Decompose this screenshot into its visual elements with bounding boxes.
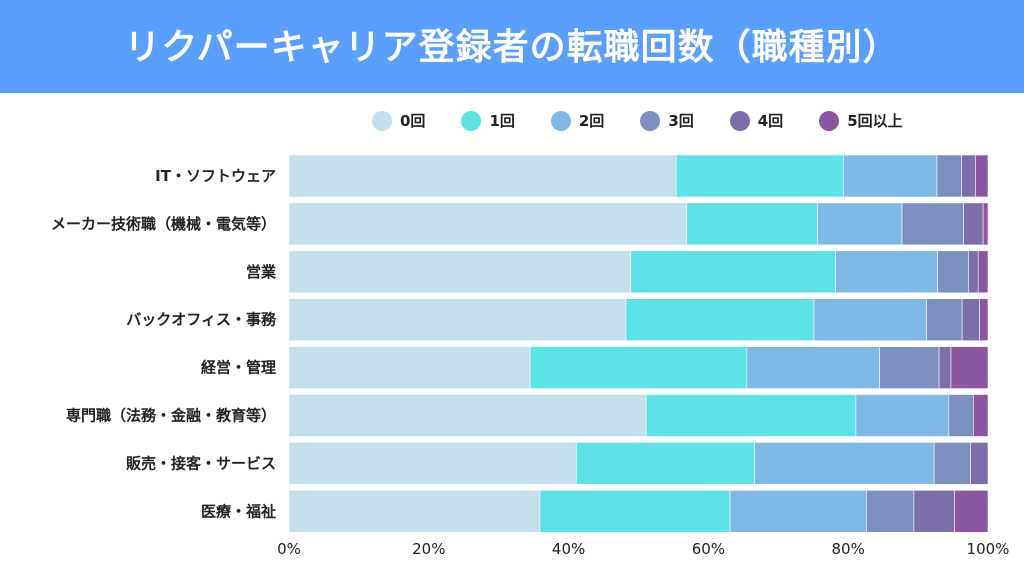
x-tick-label: 20% (412, 540, 445, 558)
bar-segment (968, 250, 979, 294)
legend-swatch (550, 110, 571, 131)
bar-segment (754, 442, 935, 485)
category-label: 販売・接客・サービス (126, 454, 276, 472)
bar-segment (288, 154, 677, 198)
legend-label: 1回 (489, 112, 515, 130)
bar-segment (970, 442, 989, 485)
bar-segment (835, 250, 938, 294)
bar-segment (288, 250, 632, 294)
bar-segment (879, 346, 940, 389)
bar-segment (729, 489, 867, 533)
chart-title: リクパーキャリア登録者の転職回数（職種別） (124, 27, 900, 68)
bar-segment (950, 346, 989, 389)
bar-segment (937, 250, 969, 294)
category-label: 医療・福祉 (201, 502, 276, 520)
bar-segment (625, 298, 815, 342)
legend-item: 2回 (550, 110, 605, 131)
legend-swatch (729, 110, 750, 131)
legend-item: 0回 (372, 110, 425, 131)
legend-item: 1回 (461, 110, 515, 131)
title-bar: リクパーキャリア登録者の転職回数（職種別） (0, 0, 1024, 93)
bar-segment (963, 202, 984, 246)
bar-segment (961, 298, 980, 342)
bar-segment (948, 394, 974, 437)
bar-segment (288, 394, 647, 437)
category-label: メーカー技術職（機械・電気等） (51, 215, 276, 233)
bar-segment (973, 394, 989, 437)
bar-segment (982, 202, 989, 246)
bar-segment (575, 442, 755, 485)
x-tick-label: 0% (277, 540, 301, 558)
bar-segment (901, 202, 964, 246)
x-tick-label: 40% (552, 540, 585, 558)
bar-segment (975, 154, 989, 198)
legend-swatch (372, 110, 392, 131)
legend-swatch (640, 110, 661, 131)
bar-segment (977, 250, 989, 294)
bar-segment (746, 346, 880, 389)
bar-segment (938, 346, 952, 389)
bar-segment (686, 202, 818, 246)
category-label: IT・ソフトウェア (155, 167, 276, 185)
legend-label: 0回 (400, 112, 426, 130)
bar-segment (817, 202, 903, 246)
category-label: バックオフィス・事務 (126, 311, 277, 329)
x-tick-label: 80% (832, 540, 865, 558)
bar-segment (630, 250, 836, 294)
bar-segment (843, 154, 938, 198)
legend-label: 2回 (578, 112, 605, 130)
bar-segment (961, 154, 976, 198)
bar-segment (529, 346, 748, 389)
bar-segment (979, 298, 989, 342)
legend-swatch (819, 110, 840, 131)
bar-segment (288, 202, 688, 246)
bar-segment (926, 298, 963, 342)
bar-segment (866, 489, 915, 533)
bar-segment (675, 154, 844, 198)
legend-swatch (461, 110, 482, 131)
category-label: 経営・管理 (201, 359, 276, 377)
legend-label: 4回 (757, 112, 784, 130)
category-label: 営業 (246, 263, 277, 281)
bar-segment (288, 298, 627, 342)
bar-segment (645, 394, 857, 437)
legend-item: 4回 (729, 110, 784, 131)
bar-segment (288, 346, 531, 389)
bar-segment (933, 442, 971, 485)
bar-segment (855, 394, 950, 437)
legend-label: 5回以上 (847, 112, 903, 130)
x-tick-label: 60% (692, 540, 725, 558)
bar-segment (539, 489, 731, 533)
bar-segment (288, 442, 577, 485)
legend: 0回 1回 2回 3回 4回 5回以上 (372, 110, 939, 131)
bar-segment (913, 489, 955, 533)
legend-label: 3回 (668, 112, 694, 130)
legend-item: 3回 (640, 110, 694, 131)
bar-segment (936, 154, 962, 198)
bar-segment (813, 298, 927, 342)
category-label: 専門職（法務・金融・教育等） (66, 407, 276, 425)
bar-segment (954, 489, 989, 533)
x-tick-label: 100% (967, 540, 1010, 558)
bar-segment (288, 489, 541, 533)
legend-item: 5回以上 (819, 110, 903, 131)
